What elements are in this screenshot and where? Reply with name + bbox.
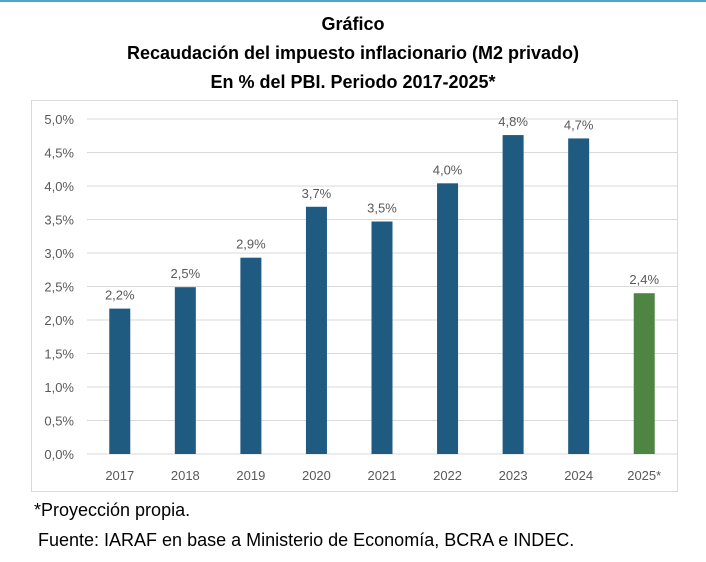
x-tick-label: 2022 <box>433 468 462 483</box>
y-tick-label: 0,0% <box>44 447 74 462</box>
data-label: 3,5% <box>367 201 397 216</box>
bar-2022 <box>437 183 459 454</box>
bar-2023 <box>502 135 524 454</box>
bar-2021 <box>371 221 393 454</box>
data-label: 3,7% <box>302 186 332 201</box>
y-tick-label: 1,5% <box>44 347 74 362</box>
x-tick-label: 2025* <box>627 468 661 483</box>
data-label: 2,9% <box>236 237 266 252</box>
x-tick-label: 2020 <box>302 468 331 483</box>
data-label: 2,4% <box>629 272 659 287</box>
data-label: 4,8% <box>498 114 528 129</box>
bar-2018 <box>174 287 196 454</box>
y-tick-label: 5,0% <box>44 112 74 127</box>
top-accent-rule <box>0 0 706 2</box>
x-tick-label: 2019 <box>236 468 265 483</box>
bar-2020 <box>305 206 327 454</box>
y-tick-label: 2,5% <box>44 280 74 295</box>
bar-2019 <box>240 257 262 454</box>
y-tick-label: 1,0% <box>44 380 74 395</box>
chart-subtitle: En % del PBI. Periodo 2017-2025* <box>210 72 496 92</box>
x-tick-label: 2024 <box>564 468 593 483</box>
chart-title: Recaudación del impuesto inflacionario (… <box>126 43 580 63</box>
x-tick-label: 2017 <box>105 468 134 483</box>
data-label: 4,7% <box>564 117 594 132</box>
chart-frame: 0,0% 0,5% 1,0% 1,5% 2,0% 2,5% 3,0% 3,5% 4,0% 4,5%… <box>31 100 678 492</box>
x-tick-label: 2023 <box>499 468 528 483</box>
x-tick-label: 2018 <box>171 468 200 483</box>
bar-chart: 0,0% 0,5% 1,0% 1,5% 2,0% 2,5% 3,0% 3,5% 4,0% 4,5%… <box>44 112 677 483</box>
y-tick-label: 4,5% <box>44 146 74 161</box>
projection-note: *Proyección propia. <box>34 500 191 520</box>
bar-2024 <box>568 138 590 454</box>
source-note: Fuente: IARAF en base a Ministerio de Ec… <box>38 530 575 550</box>
y-tick-label: 2,0% <box>44 313 74 328</box>
data-label: 2,5% <box>171 266 201 281</box>
x-tick-label: 2021 <box>368 468 397 483</box>
y-tick-label: 3,5% <box>44 213 74 228</box>
bar-2017 <box>109 308 131 454</box>
y-tick-label: 4,0% <box>44 179 74 194</box>
data-label: 2,2% <box>105 288 135 303</box>
y-tick-label: 3,0% <box>44 246 74 261</box>
bar-2025 <box>633 293 655 454</box>
chart-titles: Gráfico Recaudación del impuesto inflaci… <box>0 10 706 97</box>
chart-heading: Gráfico <box>321 14 385 34</box>
data-label: 4,0% <box>433 162 463 177</box>
y-tick-label: 0,5% <box>44 414 74 429</box>
